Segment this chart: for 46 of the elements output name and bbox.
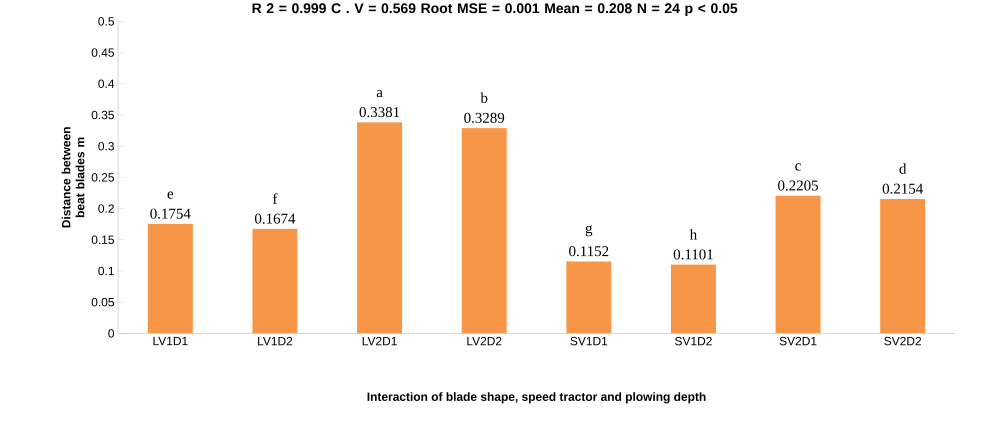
chart-title: R 2 = 0.999 C . V = 0.569 Root MSE = 0.001 Mean = 0.208 N = 24 p < 0.05 bbox=[252, 3, 738, 16]
y-tick-label: 0.05 bbox=[92, 298, 114, 306]
annotation: e bbox=[168, 191, 174, 199]
data-label: 0.2205 bbox=[778, 180, 818, 190]
data-label: 0.1674 bbox=[254, 213, 296, 224]
x-tick-label: LV1D1 bbox=[153, 336, 188, 345]
y-tick-label: 0.1 bbox=[98, 266, 114, 276]
data-label: 0.1101 bbox=[674, 249, 713, 260]
y-tick-label: 0.3 bbox=[98, 142, 114, 150]
bar bbox=[357, 122, 402, 334]
annotation: a bbox=[376, 90, 383, 98]
y-tick-label: 0.2 bbox=[98, 204, 114, 213]
y-tick-label: 0.5 bbox=[98, 16, 114, 26]
annotation: h bbox=[690, 228, 697, 240]
data-label: 0.3381 bbox=[360, 106, 400, 118]
bar bbox=[880, 198, 926, 334]
data-label: 0.1152 bbox=[569, 246, 608, 256]
y-tick-label: 0.25 bbox=[92, 172, 114, 182]
x-tick-label: SV1D2 bbox=[675, 336, 712, 346]
data-label: 0.1754 bbox=[150, 208, 191, 219]
y-tick-label: 0.45 bbox=[92, 48, 114, 57]
x-tick-label: SV1D1 bbox=[570, 336, 608, 346]
x-tick-label: LV2D1 bbox=[362, 336, 397, 346]
bar bbox=[462, 128, 507, 334]
annotation: c bbox=[795, 163, 801, 170]
y-tick-label: 0.35 bbox=[92, 110, 114, 120]
bar bbox=[566, 261, 612, 334]
annotation: d bbox=[900, 163, 906, 174]
x-tick-label: SV2D1 bbox=[780, 336, 816, 346]
x-axis-title: Interaction of blade shape, speed tractor and plowing depth bbox=[368, 392, 706, 404]
x-tick-label: SV2D2 bbox=[884, 336, 922, 346]
bar bbox=[670, 264, 716, 334]
bar bbox=[776, 196, 821, 334]
annotation: b bbox=[480, 92, 488, 103]
data-label: 0.3289 bbox=[464, 112, 504, 123]
bar bbox=[148, 224, 193, 334]
x-tick-label: LV2D2 bbox=[467, 336, 502, 346]
data-label: 0.2154 bbox=[882, 183, 923, 194]
annotation: f bbox=[272, 193, 278, 204]
y-axis-title: Distance between beat blades m bbox=[62, 127, 84, 228]
y-tick-label: 0.4 bbox=[98, 79, 114, 88]
y-tick-label: 0 bbox=[108, 328, 114, 338]
x-tick-label: LV1D2 bbox=[258, 336, 292, 346]
bar bbox=[252, 228, 298, 334]
y-tick-label: 0.15 bbox=[92, 235, 114, 244]
annotation: g bbox=[586, 225, 592, 236]
